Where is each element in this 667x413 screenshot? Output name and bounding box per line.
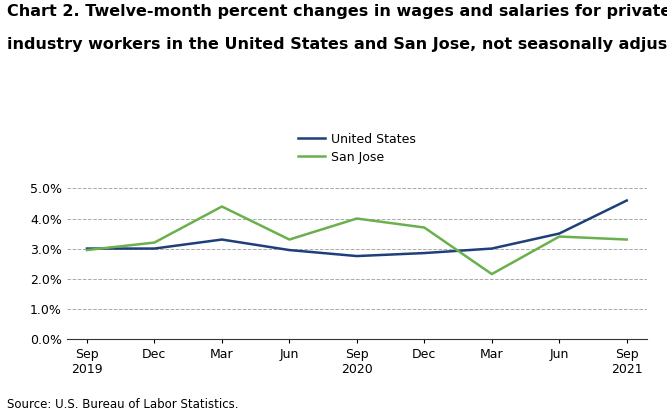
Text: Chart 2. Twelve-month percent changes in wages and salaries for private: Chart 2. Twelve-month percent changes in… (7, 4, 667, 19)
Text: Source: U.S. Bureau of Labor Statistics.: Source: U.S. Bureau of Labor Statistics. (7, 398, 238, 411)
Legend: United States, San Jose: United States, San Jose (297, 133, 416, 164)
Text: industry workers in the United States and San Jose, not seasonally adjusted: industry workers in the United States an… (7, 37, 667, 52)
